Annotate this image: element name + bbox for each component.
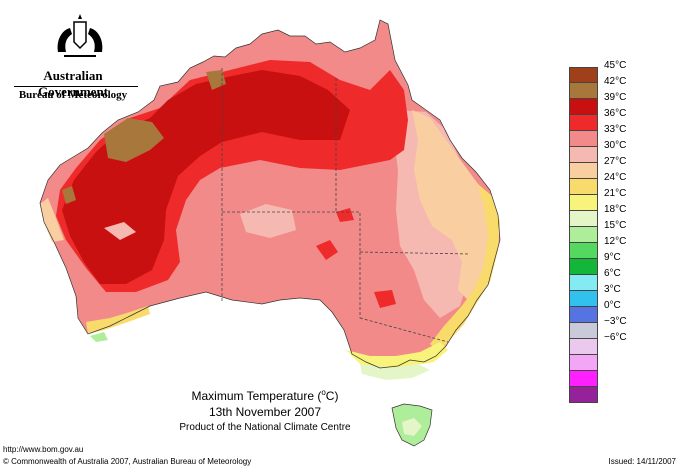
legend-label: 33°C [604,124,627,135]
legend-swatch [569,179,598,195]
legend-swatch [569,387,598,403]
band-27-east [412,110,494,300]
legend-row: 15°C [569,220,626,243]
band-36-sa [374,290,396,308]
legend-swatch [569,307,598,323]
legend-row [569,387,621,403]
band-24-sw [86,306,150,334]
legend-swatch [569,275,598,291]
legend-swatch [569,83,598,99]
band-15-sw [90,332,108,342]
band-21-south [346,342,448,370]
legend-swatch [569,355,598,371]
legend-label: 18°C [604,204,627,215]
legend-label: 42°C [604,76,627,87]
legend-swatch [569,67,598,83]
legend-row: 30°C [569,140,626,163]
band-27-west [40,198,64,242]
band-30-sa [240,204,296,238]
legend-row: 27°C [569,156,626,179]
legend-swatch [569,291,598,307]
legend-row: 12°C [569,236,626,259]
band-42-pilbara [104,118,164,162]
band-30-wa [104,222,136,240]
temperature-legend: 45°C 42°C 39°C 36°C 33°C 30°C 27°C 24°C 21°C 18°C… [569,60,627,403]
tasmania-outline [391,403,433,447]
issued-date: Issued: 14/11/2007 [608,457,676,466]
legend-label: 15°C [604,220,627,231]
map-title: Maximum Temperature (oC) [191,388,339,403]
border-nsw-vic [359,317,449,343]
legend-swatch [569,163,598,179]
legend-row: 36°C [569,108,626,131]
legend-label: 30°C [604,140,627,151]
legend-row: 42°C [569,76,626,99]
coastline [39,19,501,369]
product-note: Product of the National Climate Centre [179,422,351,433]
legend-swatch [569,339,598,355]
legend-swatch [569,115,598,131]
legend-swatch [569,131,598,147]
legend-swatch [569,243,598,259]
tasmania-core [402,418,422,436]
legend-swatch [569,323,598,339]
legend-row: 45°C [569,60,626,83]
legend-swatch [569,259,598,275]
legend-label: 27°C [604,156,627,167]
coat-of-arms-icon [57,14,103,57]
legend-swatch [569,371,598,387]
legend-label: 3°C [604,284,621,295]
legend-label: 9°C [604,252,621,263]
legend-swatch [569,147,598,163]
band-24-coast [430,184,500,352]
legend-swatch [569,227,598,243]
legend-swatch [569,211,598,227]
legend-row [569,371,621,387]
legend-row: 24°C [569,172,626,195]
band-42-west [62,186,76,204]
legend-label: 12°C [604,236,627,247]
legend-label: 39°C [604,92,627,103]
legend-label: 21°C [604,188,627,199]
legend-swatch [569,99,598,115]
copyright-text: © Commonwealth of Australia 2007, Austra… [3,457,252,466]
border-sa-qld [336,211,361,252]
legend-row [569,355,621,371]
legend-label: 0°C [604,300,621,311]
legend-label: −6°C [604,332,627,343]
government-name: Australian Government [37,68,109,99]
logo-divider [14,86,138,87]
legend-row: 18°C [569,204,626,227]
legend-row: 9°C [569,252,621,275]
legend-row: 6°C [569,268,621,291]
legend-swatch [569,195,598,211]
band-18-south [360,364,430,380]
map-date: 13th November 2007 [208,405,322,419]
legend-row: 3°C [569,284,621,307]
state-borders [221,68,471,343]
legend-row: 33°C [569,124,626,147]
legend-row: −6°C [569,332,627,355]
legend-row: −3°C [569,316,627,339]
legend-row: 21°C [569,188,626,211]
legend-row: 39°C [569,92,626,115]
legend-label: 6°C [604,268,621,279]
legend-label: 45°C [604,60,627,71]
legend-label: −3°C [604,316,627,327]
website-link[interactable]: http://www.bom.gov.au [3,445,84,454]
band-42-kimberley [206,70,226,90]
agency-name: Bureau of Meteorology [18,89,128,101]
band-36-ne [336,208,354,222]
band-36-qld [316,240,338,260]
legend-label: 24°C [604,172,627,183]
border-qld-nsw [359,251,471,255]
legend-row: 0°C [569,300,621,323]
legend-label: 36°C [604,108,627,119]
